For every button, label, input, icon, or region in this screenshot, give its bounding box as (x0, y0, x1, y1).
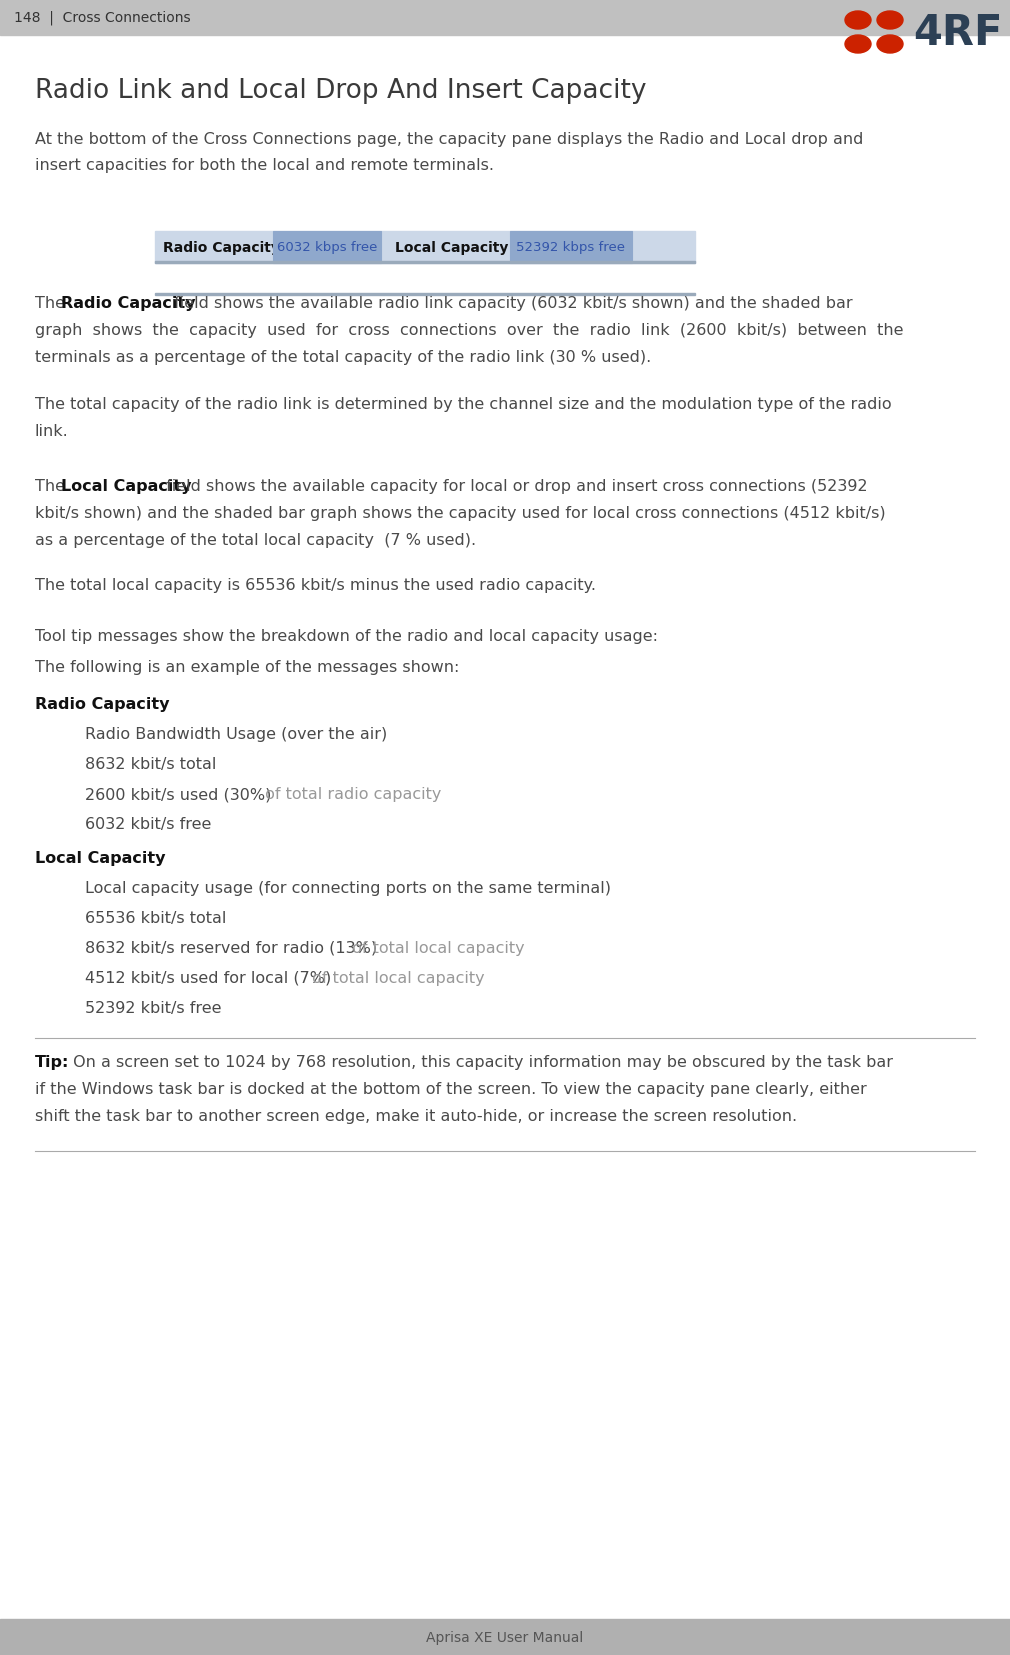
Bar (510, 232, 632, 263)
Text: 8632 kbit/s reserved for radio (13%): 8632 kbit/s reserved for radio (13%) (85, 940, 377, 955)
Text: Local Capacity: Local Capacity (61, 478, 192, 493)
Text: Tool tip messages show the breakdown of the radio and local capacity usage:: Tool tip messages show the breakdown of … (35, 629, 658, 644)
Bar (155, 295, 695, 296)
Text: Local Capacity: Local Capacity (35, 851, 166, 866)
Text: as a percentage of the total local capacity  (7 % used).: as a percentage of the total local capac… (35, 533, 476, 548)
Text: Radio Link and Local Drop And Insert Capacity: Radio Link and Local Drop And Insert Cap… (35, 78, 646, 104)
Text: 2600 kbit/s used (30%): 2600 kbit/s used (30%) (85, 786, 272, 801)
Ellipse shape (877, 12, 903, 30)
Text: shift the task bar to another screen edge, make it auto-hide, or increase the sc: shift the task bar to another screen edg… (35, 1109, 797, 1124)
Text: The: The (35, 478, 70, 493)
Text: field shows the available capacity for local or drop and insert cross connection: field shows the available capacity for l… (161, 478, 868, 493)
Text: kbit/s shown) and the shaded bar graph shows the capacity used for local cross c: kbit/s shown) and the shaded bar graph s… (35, 506, 886, 521)
Text: insert capacities for both the local and remote terminals.: insert capacities for both the local and… (35, 157, 494, 172)
Text: Radio Capacity: Radio Capacity (163, 242, 280, 255)
Text: of total radio capacity: of total radio capacity (260, 786, 441, 801)
Text: The total local capacity is 65536 kbit/s minus the used radio capacity.: The total local capacity is 65536 kbit/s… (35, 578, 596, 592)
Bar (155, 261, 695, 263)
Text: The following is an example of the messages shown:: The following is an example of the messa… (35, 660, 460, 675)
Text: Tip:: Tip: (35, 1054, 70, 1069)
Text: of total local capacity: of total local capacity (307, 970, 485, 985)
Bar (155, 232, 695, 263)
Ellipse shape (845, 12, 871, 30)
Bar (0, 0, 1010, 36)
Text: 148  |  Cross Connections: 148 | Cross Connections (14, 10, 191, 25)
Text: Radio Bandwidth Usage (over the air): Radio Bandwidth Usage (over the air) (85, 727, 387, 741)
Text: Radio Capacity: Radio Capacity (35, 697, 170, 712)
Text: Local capacity usage (for connecting ports on the same terminal): Local capacity usage (for connecting por… (85, 880, 611, 895)
Text: if the Windows task bar is docked at the bottom of the screen. To view the capac: if the Windows task bar is docked at the… (35, 1081, 867, 1096)
Text: Local Capacity: Local Capacity (395, 242, 508, 255)
Text: field shows the available radio link capacity (6032 kbit/s shown) and the shaded: field shows the available radio link cap… (169, 296, 852, 311)
Text: 65536 kbit/s total: 65536 kbit/s total (85, 910, 226, 925)
Text: On a screen set to 1024 by 768 resolution, this capacity information may be obsc: On a screen set to 1024 by 768 resolutio… (68, 1054, 893, 1069)
Text: Radio Capacity: Radio Capacity (61, 296, 196, 311)
Text: The: The (35, 296, 70, 311)
Text: of total local capacity: of total local capacity (347, 940, 524, 955)
Text: The total capacity of the radio link is determined by the channel size and the m: The total capacity of the radio link is … (35, 397, 892, 412)
Text: 52392 kbps free: 52392 kbps free (516, 242, 625, 255)
Text: 4RF: 4RF (913, 12, 1003, 55)
Text: 6032 kbit/s free: 6032 kbit/s free (85, 816, 211, 831)
Ellipse shape (845, 36, 871, 55)
Text: Aprisa XE User Manual: Aprisa XE User Manual (426, 1630, 584, 1643)
Bar (273, 232, 381, 263)
Text: 8632 kbit/s total: 8632 kbit/s total (85, 756, 216, 771)
Text: At the bottom of the Cross Connections page, the capacity pane displays the Radi: At the bottom of the Cross Connections p… (35, 132, 864, 147)
Text: 6032 kbps free: 6032 kbps free (277, 242, 377, 255)
Text: 52392 kbit/s free: 52392 kbit/s free (85, 1000, 221, 1016)
Text: 4512 kbit/s used for local (7%): 4512 kbit/s used for local (7%) (85, 970, 331, 985)
Text: link.: link. (35, 424, 69, 439)
Bar (0, 1619, 1010, 1655)
Ellipse shape (877, 36, 903, 55)
Text: terminals as a percentage of the total capacity of the radio link (30 % used).: terminals as a percentage of the total c… (35, 349, 651, 364)
Text: graph  shows  the  capacity  used  for  cross  connections  over  the  radio  li: graph shows the capacity used for cross … (35, 323, 904, 338)
